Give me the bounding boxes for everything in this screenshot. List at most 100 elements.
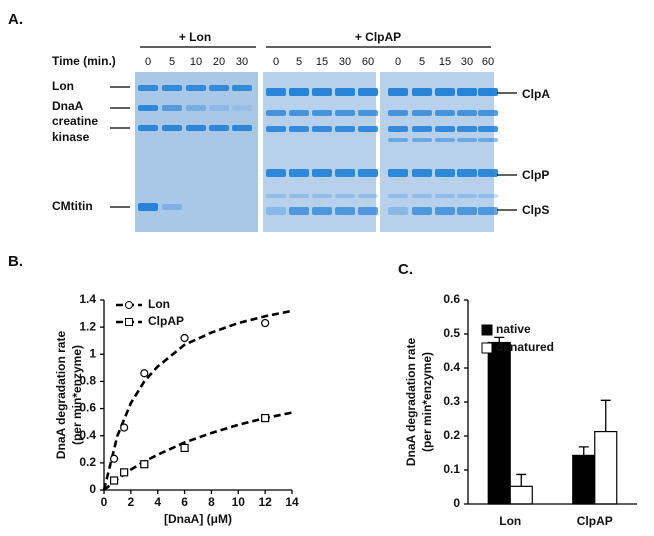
x-tick-label: 0 (101, 495, 108, 509)
gel-band (266, 207, 286, 215)
y-tick-label: 1.2 (79, 319, 96, 333)
data-point (109, 476, 119, 485)
panel-label: B. (8, 253, 23, 270)
legend-marker (125, 301, 133, 309)
lane-label: 60 (362, 56, 374, 68)
lane-label: 30 (339, 56, 351, 68)
data-point (180, 333, 189, 343)
gel-band (312, 194, 332, 198)
band-label: CMtitin (52, 199, 93, 213)
data-point (140, 460, 149, 469)
y-tick-label: 0.4 (79, 428, 96, 442)
band-label: ClpS (522, 203, 549, 217)
data-point (261, 318, 270, 328)
gel-band (388, 169, 408, 177)
gel-band (312, 169, 332, 177)
y-tick-label: 0.3 (443, 394, 460, 408)
gel-band (435, 194, 455, 198)
gel-band (266, 194, 286, 198)
band-label: ClpP (522, 168, 549, 182)
gel-band (358, 207, 378, 215)
gel-band (457, 110, 477, 116)
band-label: creatine (52, 114, 98, 128)
x-axis-label: [DnaA] (μM) (164, 512, 232, 526)
group-label: + Lon (179, 30, 211, 44)
gel-band (312, 207, 332, 215)
gel-band (335, 126, 355, 132)
lane-label: 0 (145, 56, 151, 68)
band-label: ClpA (522, 87, 550, 101)
data-point (140, 369, 149, 378)
lane-label: 0 (395, 56, 401, 68)
gel-band (335, 110, 355, 116)
data-point (109, 454, 119, 463)
gel-band (388, 207, 408, 215)
y-tick-label: 0.4 (443, 360, 460, 374)
y-tick-label: 0.5 (443, 326, 460, 340)
lane-label: 15 (439, 56, 451, 68)
gel-band (358, 169, 378, 177)
gel-band (388, 194, 408, 198)
gel-band (186, 85, 206, 91)
gel-band (335, 207, 355, 215)
gel-band (478, 207, 498, 215)
gel-band (358, 126, 378, 132)
gel-band (335, 88, 355, 96)
band-label: kinase (52, 130, 90, 144)
lane-label: 20 (213, 56, 225, 68)
x-tick-label: 12 (258, 495, 272, 509)
fit-curve (103, 411, 293, 492)
band-label: DnaA (52, 99, 84, 113)
lane-label: 30 (236, 56, 248, 68)
gel-band (435, 110, 455, 116)
bar (594, 430, 618, 505)
gel-band (457, 194, 477, 198)
gel-band (232, 85, 252, 91)
gel-band (435, 138, 455, 142)
bar (487, 341, 511, 505)
error-bar (494, 336, 505, 343)
gel-band (435, 207, 455, 215)
gel-band (289, 207, 309, 215)
legend-label: ClpAP (148, 314, 184, 328)
x-tick-label: 10 (232, 495, 246, 509)
gel-band (209, 85, 229, 91)
lane-label: 5 (296, 56, 302, 68)
gel-band (289, 126, 309, 132)
gel-band (358, 88, 378, 96)
x-tick-label: ClpAP (577, 514, 613, 528)
gel-band (435, 88, 455, 96)
panel-label: A. (8, 11, 23, 28)
gel-band (388, 110, 408, 116)
gel-band (289, 194, 309, 198)
bar (509, 485, 533, 505)
legend-label: Lon (148, 297, 170, 311)
gel-band (209, 105, 229, 111)
gel-band (289, 169, 309, 177)
gel-band (412, 194, 432, 198)
x-tick-label: Lon (499, 514, 521, 528)
gel-band (412, 110, 432, 116)
y-tick-label: 0.6 (443, 292, 460, 306)
gel-band (412, 207, 432, 215)
lane-label: 15 (316, 56, 328, 68)
lane-label: 5 (419, 56, 425, 68)
gel-band (412, 88, 432, 96)
gel-band (232, 125, 252, 131)
gel-band (335, 169, 355, 177)
panel-label: C. (398, 261, 413, 278)
bar (572, 454, 596, 505)
y-tick-label: 0.6 (79, 401, 96, 415)
gel-band (266, 126, 286, 132)
x-tick-label: 2 (128, 495, 135, 509)
gel-band (412, 169, 432, 177)
fit-curve (102, 309, 293, 491)
gel-band (478, 194, 498, 198)
y-axis-label: DnaA degradation rate (54, 331, 68, 460)
legend-label: native (496, 322, 531, 336)
gel-band (412, 138, 432, 142)
y-tick-label: 0 (89, 482, 96, 496)
data-point (261, 413, 270, 423)
lane-label: 10 (190, 56, 202, 68)
gel-band (478, 110, 498, 116)
